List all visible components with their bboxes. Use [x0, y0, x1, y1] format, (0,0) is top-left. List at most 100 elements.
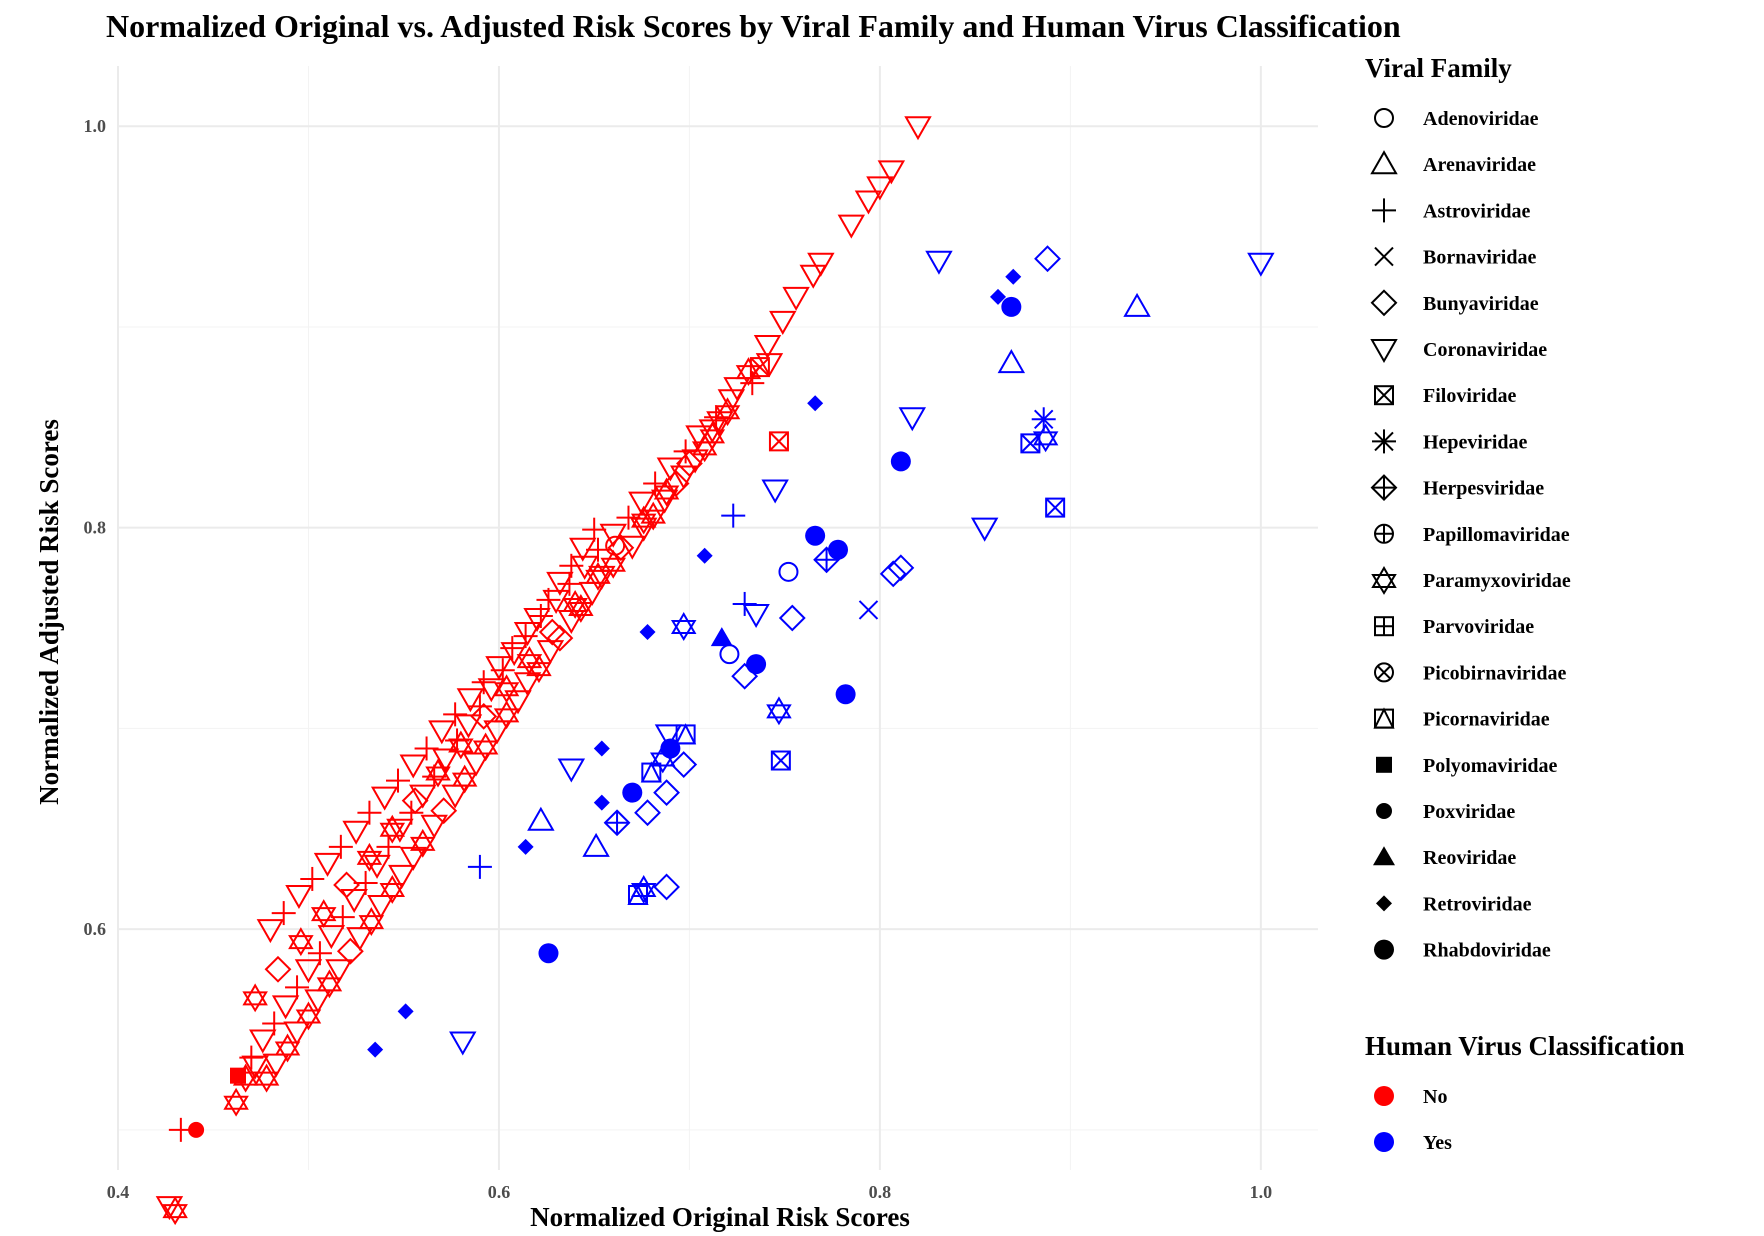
data-point: [628, 491, 656, 516]
legend-label-herpesviridae: Herpesviridae: [1423, 478, 1544, 500]
plot-grid: [117, 66, 1318, 1170]
data-point: [997, 349, 1026, 374]
data-point: [696, 547, 713, 564]
data-point: [1123, 292, 1151, 317]
data-point: [562, 589, 588, 619]
data-point: [242, 983, 268, 1013]
data-point: [386, 768, 410, 793]
data-point: [467, 854, 492, 879]
data-point: [409, 828, 436, 858]
data-point: [536, 640, 565, 665]
chart-title: Normalized Original vs. Adjusted Risk Sc…: [106, 8, 1401, 44]
data-point: [768, 431, 789, 452]
data-point: [462, 752, 490, 777]
legend-label-astroviridae: Astroviridae: [1423, 200, 1531, 222]
legend-key-hepeviridae: [1372, 429, 1396, 454]
data-point: [721, 503, 746, 528]
data-point: [673, 439, 698, 464]
legend-label-bornaviridae: Bornaviridae: [1423, 247, 1536, 269]
data-point: [557, 758, 586, 783]
legend-label-adenoviridae: Adenoviridae: [1423, 108, 1539, 130]
data-point: [325, 959, 353, 984]
data-point: [430, 797, 458, 825]
data-point: [854, 190, 883, 215]
data-point: [669, 465, 698, 490]
x-tick-label: 0.6: [488, 1182, 511, 1202]
legend-key-yes: [1374, 1132, 1394, 1152]
data-point: [699, 421, 726, 451]
data-point: [835, 684, 856, 705]
data-point: [904, 116, 932, 141]
legend-key-coronaviridae: [1370, 339, 1398, 364]
legend-key-bunyaviridae: [1370, 289, 1398, 317]
legend-key-parvoviridae: [1374, 616, 1394, 637]
plot-points: [155, 116, 1275, 1226]
data-point: [376, 834, 401, 859]
data-point: [640, 761, 662, 783]
data-point: [723, 377, 751, 402]
data-point: [546, 624, 574, 652]
y-axis-title: Normalized Adjusted Risk Scores: [34, 419, 64, 805]
data-point: [990, 288, 1006, 305]
data-point: [746, 654, 767, 675]
data-point: [264, 955, 292, 983]
data-point: [230, 1067, 246, 1084]
data-point: [740, 371, 765, 396]
data-point: [599, 523, 627, 548]
data-point: [630, 505, 657, 535]
legend-label-arenaviridae: Arenaviridae: [1423, 154, 1536, 176]
x-tick-label: 0.4: [107, 1182, 130, 1202]
data-point: [513, 624, 538, 649]
data-point: [504, 690, 532, 715]
data-point: [300, 866, 325, 891]
data-point: [155, 1196, 184, 1221]
y-tick-label: 1.0: [84, 116, 107, 136]
data-point: [333, 871, 360, 899]
data-point: [451, 764, 478, 794]
data-point: [866, 176, 894, 201]
data-point: [370, 786, 399, 811]
data-point: [742, 603, 770, 629]
legend-label-yes: Yes: [1423, 1132, 1452, 1154]
data-point: [732, 591, 757, 616]
legend-key-polyomaviridae: [1376, 756, 1392, 773]
data-point: [569, 537, 597, 562]
data-point: [769, 310, 797, 335]
data-point: [388, 864, 416, 889]
data-point: [490, 658, 515, 683]
data-point: [887, 554, 915, 582]
legend-key-papillomaviridae: [1374, 523, 1394, 544]
data-point: [500, 642, 528, 667]
legend-label-bunyaviridae: Bunyaviridae: [1423, 293, 1539, 315]
data-point: [285, 885, 313, 910]
data-point: [253, 1063, 280, 1093]
data-point: [1001, 296, 1022, 317]
data-point: [386, 818, 414, 843]
data-point: [778, 561, 799, 582]
legend-key-poxviridae: [1376, 803, 1392, 819]
data-point: [778, 604, 806, 632]
data-point: [761, 479, 789, 504]
data-point: [710, 627, 733, 647]
data-point: [582, 517, 607, 542]
legend-key-retroviridae: [1376, 895, 1392, 912]
data-point: [546, 571, 574, 596]
legend-key-filoviridae: [1374, 385, 1394, 406]
data-point: [649, 744, 676, 774]
data-point: [422, 764, 447, 789]
data-point: [629, 517, 658, 542]
data-point: [425, 758, 451, 788]
x-axis-ticks: 0.4 0.6 0.8 1.0: [107, 1182, 1272, 1202]
data-point: [670, 751, 698, 778]
data-point: [239, 1045, 264, 1070]
data-point: [898, 407, 927, 432]
legend-key-herpesviridae: [1370, 474, 1398, 502]
data-point: [559, 553, 584, 578]
data-point: [283, 1021, 311, 1046]
data-point: [340, 889, 368, 914]
data-point: [704, 405, 729, 430]
data-point: [622, 782, 643, 803]
data-point: [516, 646, 543, 676]
data-point: [770, 750, 791, 771]
data-point: [330, 905, 355, 930]
